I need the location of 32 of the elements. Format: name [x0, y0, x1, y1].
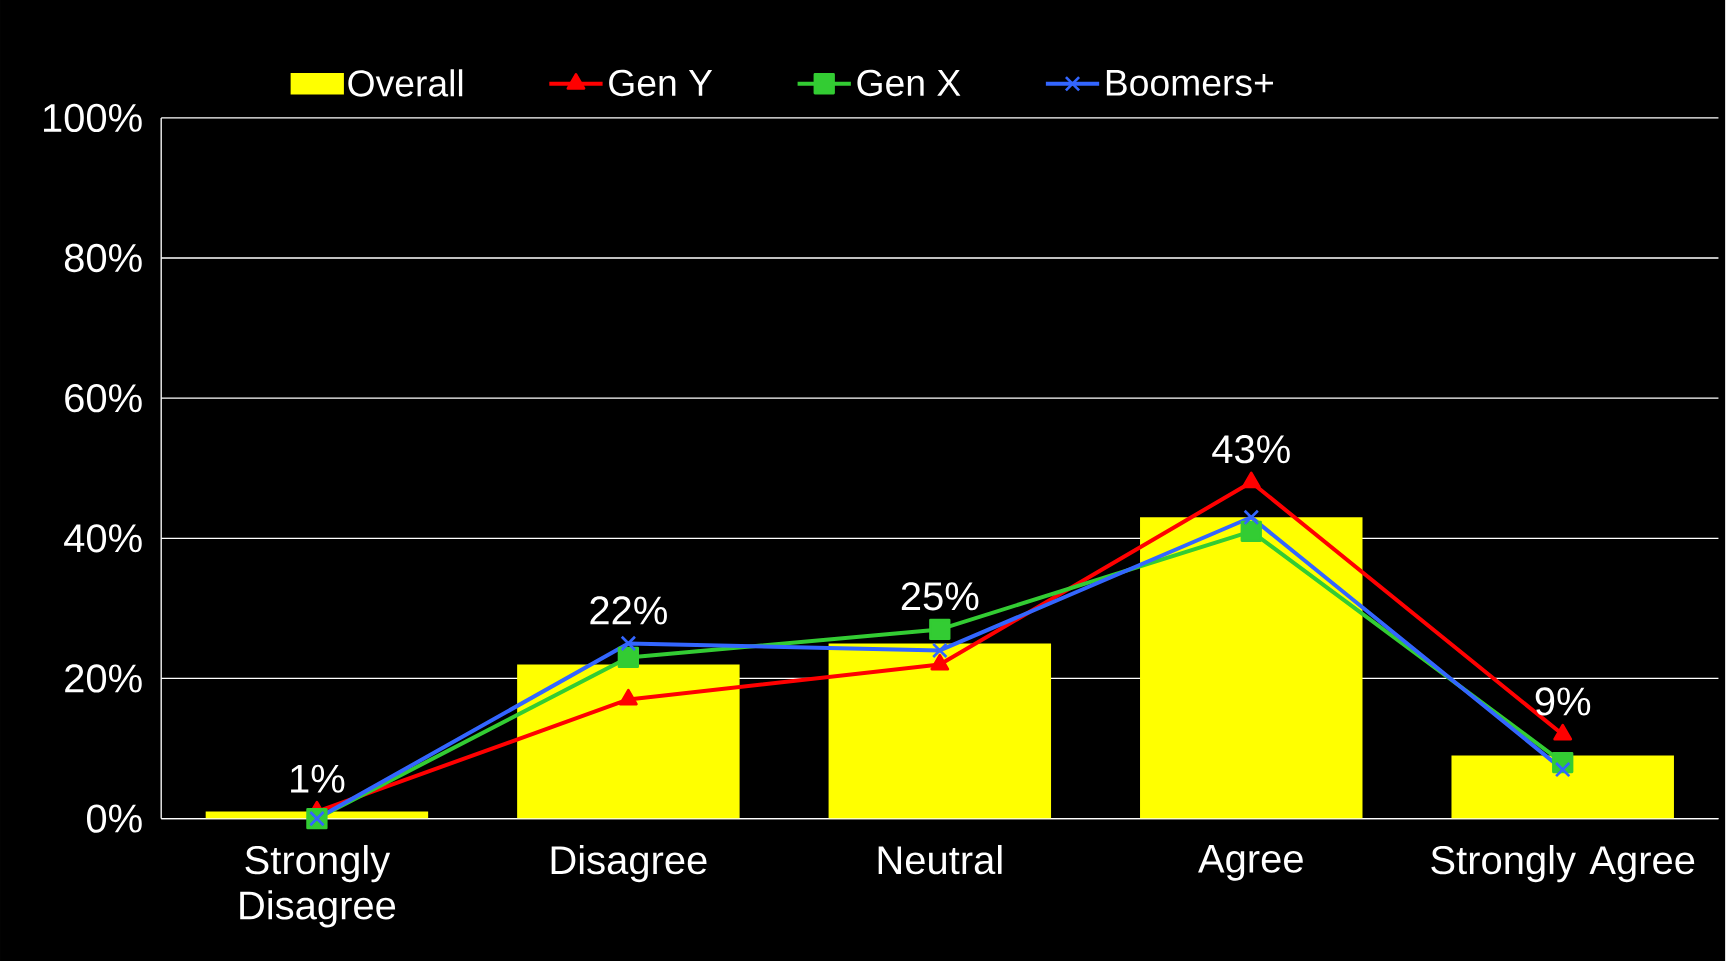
data-label: 25% — [901, 582, 979, 611]
data-label: 22% — [590, 596, 667, 625]
x-tick-label: Neutral — [878, 844, 1002, 875]
point — [929, 618, 951, 640]
y-tick-label: 40% — [64, 524, 142, 553]
y-tick-label: 100% — [44, 103, 142, 132]
bar — [828, 643, 1052, 819]
legend-label: Boomers+ — [1106, 69, 1273, 96]
x-tick-label: Strongly Agree — [1431, 844, 1695, 883]
point — [1241, 471, 1261, 489]
point — [1243, 509, 1260, 526]
bar — [517, 664, 740, 819]
bar — [1451, 755, 1674, 819]
bar — [1140, 517, 1363, 819]
y-tick-label: 80% — [64, 243, 142, 273]
x-tick-label: Agree — [1198, 844, 1303, 881]
legend-label: Gen X — [857, 69, 961, 97]
x-tick-label: Disagree — [551, 844, 707, 883]
point — [931, 642, 948, 659]
x-tick-label: Strongly Disagree — [240, 844, 396, 928]
point — [1240, 520, 1262, 542]
y-tick-label: 20% — [65, 664, 142, 693]
y-tick-label: 0% — [86, 804, 142, 833]
point — [1554, 761, 1571, 778]
data-label: 43% — [1212, 434, 1290, 464]
point — [620, 635, 637, 652]
legend-label: Gen Y — [609, 69, 713, 97]
point — [617, 646, 640, 669]
data-label: 9% — [1535, 687, 1591, 716]
data-label: 1% — [291, 764, 345, 793]
y-tick-label: 60% — [65, 383, 142, 413]
legend-label: Overall — [348, 69, 463, 97]
